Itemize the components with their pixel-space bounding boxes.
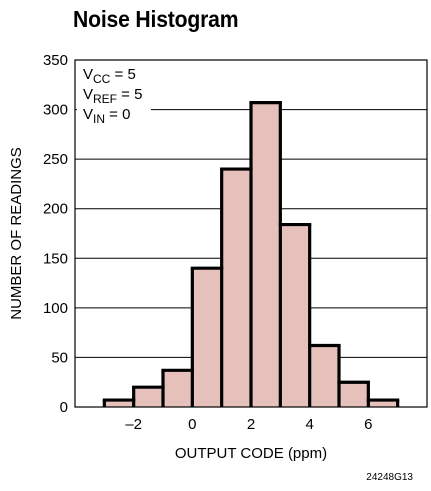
- y-tick-label: 350: [43, 52, 68, 69]
- histogram-bar: [251, 102, 281, 407]
- figure-code: 24248G13: [366, 472, 413, 483]
- y-tick-label: 50: [51, 349, 68, 366]
- histogram-bars: [102, 101, 400, 407]
- y-tick-label: 100: [43, 300, 68, 317]
- y-tick-label: 250: [43, 151, 68, 168]
- y-axis-label: NUMBER OF READINGS: [8, 147, 25, 320]
- x-tick-label: 0: [188, 416, 196, 433]
- y-tick-label: 150: [43, 250, 68, 267]
- histogram-bar: [309, 345, 339, 407]
- y-tick-labels: 0 50 100 150 200 250 300 350: [43, 52, 68, 416]
- y-tick-label: 300: [43, 102, 68, 119]
- x-tick-label: 2: [247, 416, 255, 433]
- histogram-bar: [280, 224, 310, 407]
- x-tick-label: 4: [305, 416, 313, 433]
- histogram-bar: [104, 400, 134, 407]
- plot-border: [74, 59, 428, 408]
- x-axis-label: OUTPUT CODE (ppm): [175, 445, 327, 462]
- plot-frame: [74, 59, 428, 408]
- histogram-bar: [221, 169, 251, 407]
- annotation-background: [77, 62, 151, 126]
- histogram-bar: [133, 387, 163, 407]
- annotation-line: VREF = 5: [83, 86, 142, 106]
- y-tick-label: 200: [43, 201, 68, 218]
- annotation-line: VIN = 0: [83, 106, 130, 126]
- chart-title: Noise Histogram: [73, 6, 239, 32]
- x-tick-label: –2: [125, 416, 142, 433]
- y-tick-label: 0: [60, 399, 68, 416]
- histogram-bar: [368, 400, 398, 407]
- x-tick-labels: –2 0 2 4 6: [125, 416, 372, 433]
- histogram-bar: [163, 370, 193, 407]
- histogram-bar: [192, 268, 222, 407]
- x-tick-label: 6: [364, 416, 372, 433]
- histogram-bar: [339, 382, 369, 407]
- annotation-line: VCC = 5: [83, 66, 136, 86]
